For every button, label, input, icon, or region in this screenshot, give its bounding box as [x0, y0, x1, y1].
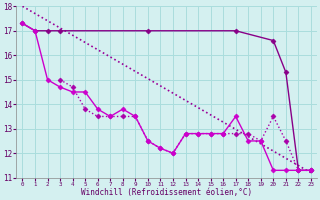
- X-axis label: Windchill (Refroidissement éolien,°C): Windchill (Refroidissement éolien,°C): [81, 188, 252, 197]
